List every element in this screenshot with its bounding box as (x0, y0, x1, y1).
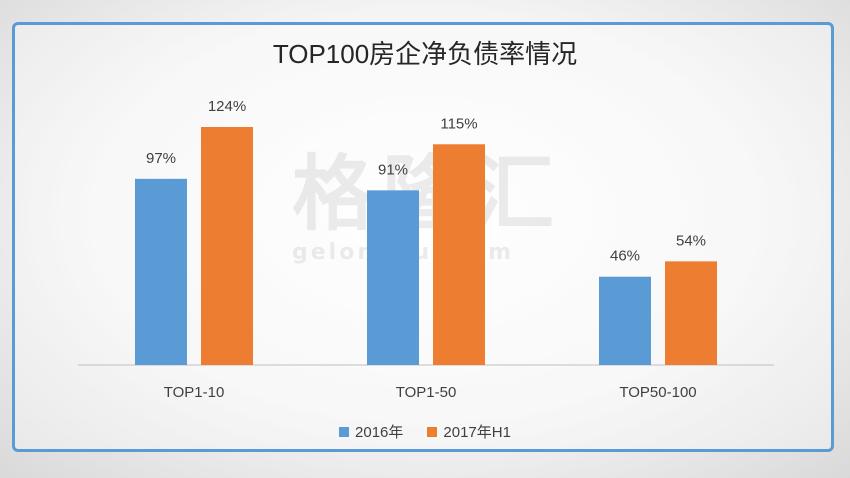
x-tick-label-top1-50: TOP1-50 (396, 384, 457, 401)
x-tick-label-top50-100: TOP50-100 (619, 384, 696, 401)
bar-top1-50-s1 (433, 144, 485, 365)
data-label-top50-100-s1: 54% (676, 232, 706, 249)
data-label-top1-10-s0: 97% (146, 150, 176, 167)
bar-top1-50-s0 (367, 190, 419, 365)
legend-swatch-2016 (339, 426, 350, 437)
bar-top50-100-s0 (599, 276, 651, 365)
chart-title: TOP100房企净负债率情况 (272, 39, 578, 69)
data-label-top1-10-s1: 124% (208, 98, 246, 115)
legend-swatch-2017h1 (427, 426, 438, 437)
legend-item-2017h1: 2017年H1 (427, 421, 511, 442)
legend-label-2017h1: 2017年H1 (443, 424, 511, 441)
legend-label-2016: 2016年 (355, 424, 404, 441)
bar-top1-10-s1 (201, 127, 253, 365)
data-label-top1-50-s1: 115% (440, 115, 477, 132)
data-label-top1-50-s0: 91% (378, 161, 408, 178)
x-tick-label-top1-10: TOP1-10 (164, 384, 225, 401)
legend-item-2016: 2016年 (339, 421, 403, 442)
chart-legend: 2016年 2017年H1 (0, 421, 850, 442)
bar-top50-100-s1 (665, 261, 717, 365)
data-label-top50-100-s0: 46% (610, 248, 640, 265)
bar-top1-10-s0 (135, 178, 187, 365)
